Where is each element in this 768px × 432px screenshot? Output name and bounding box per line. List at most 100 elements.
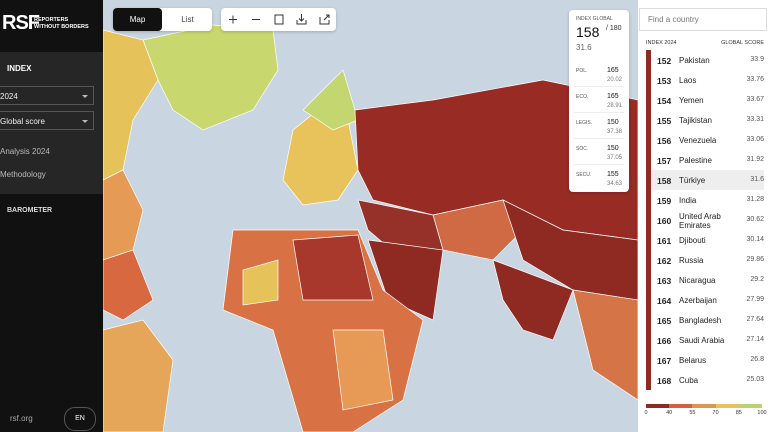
search-input[interactable]: Find a country (639, 8, 767, 31)
ranking-row[interactable]: 154 Yemen 33.67 (646, 90, 764, 110)
usa[interactable] (103, 169, 144, 261)
ranking-row[interactable]: 165 Bangladesh 27.64 (646, 310, 764, 330)
middle-east[interactable] (367, 239, 444, 321)
ranking-row[interactable]: 159 India 31.28 (646, 190, 764, 210)
ranking-row[interactable]: 168 Cuba 25.03 (646, 370, 764, 390)
southeast-asia[interactable] (572, 289, 638, 401)
indicator-select[interactable]: Global score (0, 111, 94, 130)
ranking-row[interactable]: 153 Laos 33.76 (646, 70, 764, 90)
logo-text: REPORTERS WITHOUT BORDERS (34, 17, 89, 31)
score-bar (646, 270, 651, 290)
indicator-score: 37.38 (607, 129, 623, 135)
divider (574, 164, 624, 165)
central-america[interactable] (103, 249, 154, 321)
country-name: Yemen (679, 96, 704, 105)
country-name: Pakistan (679, 56, 710, 65)
rank: 159 (657, 196, 672, 206)
score-bar (646, 250, 651, 270)
score-bar (646, 70, 651, 90)
country-card: INDEX GLOBAL 158 / 180 31.6 POL. 165 20.02… (569, 10, 629, 192)
ranking-panel: Find a country INDEX 2024 GLOBAL SCORE 1… (638, 0, 768, 432)
logo[interactable]: RSF (2, 12, 40, 34)
country-name: Palestine (679, 156, 712, 165)
indicator-name: ECO. (576, 94, 589, 100)
ranking-row[interactable]: 167 Belarus 26.8 (646, 350, 764, 370)
country-name: Nicaragua (679, 276, 716, 285)
share-icon[interactable] (319, 14, 330, 25)
card-score: 31.6 (576, 43, 592, 52)
score: 25.03 (746, 376, 764, 383)
score: 30.62 (746, 216, 764, 223)
ranking-row[interactable]: 162 Russia 29.86 (646, 250, 764, 270)
ranking-row[interactable]: 157 Palestine 31.92 (646, 150, 764, 170)
rank: 163 (657, 276, 672, 286)
country-name: Russia (679, 256, 704, 265)
ranking-row[interactable]: 161 Djibouti 30.14 (646, 230, 764, 250)
score: 29.86 (746, 256, 764, 263)
divider (574, 112, 624, 113)
greenland[interactable] (142, 24, 279, 131)
index-label[interactable]: INDEX (7, 64, 32, 73)
ranking-row[interactable]: 164 Azerbaijan 27.99 (646, 290, 764, 310)
ranking-row[interactable]: 152 Pakistan 33.9 (646, 50, 764, 70)
ranking-row[interactable]: 156 Venezuela 33.06 (646, 130, 764, 150)
lang-button[interactable]: EN (64, 407, 96, 431)
score: 27.64 (746, 316, 764, 323)
legend-tick: 85 (735, 410, 742, 416)
ranking-row[interactable]: 158 Türkiye 31.6 (646, 170, 764, 190)
country-name: Bangladesh (679, 316, 722, 325)
country-name: India (679, 196, 697, 205)
score-bar (646, 350, 651, 370)
rank: 166 (657, 336, 672, 346)
zoom-in[interactable] (229, 15, 237, 24)
country-name: Djibouti (679, 236, 706, 245)
indicator-name: SECU. (576, 172, 592, 178)
mauritania[interactable] (242, 259, 279, 306)
score: 31.28 (746, 196, 764, 203)
tab-map[interactable]: Map (113, 8, 162, 31)
score: 31.6 (750, 176, 764, 183)
link[interactable]: Analysis 2024 (0, 147, 50, 156)
india[interactable] (492, 259, 574, 341)
score-bar (646, 290, 651, 310)
rank: 162 (657, 256, 672, 266)
country-name: Belarus (679, 356, 707, 365)
central-africa[interactable] (332, 329, 394, 411)
legend-tick: 0 (644, 410, 648, 416)
country-name: United Arab Emirates (679, 212, 721, 230)
nav (0, 52, 103, 194)
legend-swatch (646, 404, 670, 408)
canada[interactable] (103, 29, 159, 181)
china[interactable] (502, 199, 638, 301)
download-icon[interactable] (296, 14, 307, 25)
save-icon[interactable] (274, 14, 284, 25)
south-america[interactable] (103, 319, 174, 432)
header-score: GLOBAL SCORE (721, 40, 764, 46)
indicator-rank: 165 (607, 67, 619, 74)
score-bar (646, 50, 651, 70)
ranking-row[interactable]: 155 Tajikistan 33.31 (646, 110, 764, 130)
site-link[interactable]: rsf.org (10, 414, 33, 423)
score-bar (646, 210, 651, 230)
legend-swatch (715, 404, 739, 408)
ranking-row[interactable]: 166 Saudi Arabia 27.14 (646, 330, 764, 350)
card-total: / 180 (606, 25, 622, 32)
divider (574, 86, 624, 87)
north-africa[interactable] (292, 234, 374, 301)
score-bar (646, 170, 651, 190)
indicator-rank: 150 (607, 119, 619, 126)
map[interactable] (103, 0, 638, 432)
link[interactable]: Methodology (0, 170, 46, 179)
barometer[interactable]: BAROMETER (7, 207, 53, 214)
header-rank: INDEX 2024 (646, 40, 677, 46)
ranking-row[interactable]: 163 Nicaragua 29.2 (646, 270, 764, 290)
rank: 161 (657, 236, 672, 246)
rank: 167 (657, 356, 672, 366)
tab-list[interactable]: List (181, 15, 194, 24)
ranking-row[interactable]: 160 United Arab Emirates 30.62 (646, 210, 764, 230)
rank: 152 (657, 56, 672, 66)
card-rank: 158 (576, 24, 600, 40)
indicator-rank: 165 (607, 93, 619, 100)
year-select[interactable]: 2024 (0, 86, 94, 105)
